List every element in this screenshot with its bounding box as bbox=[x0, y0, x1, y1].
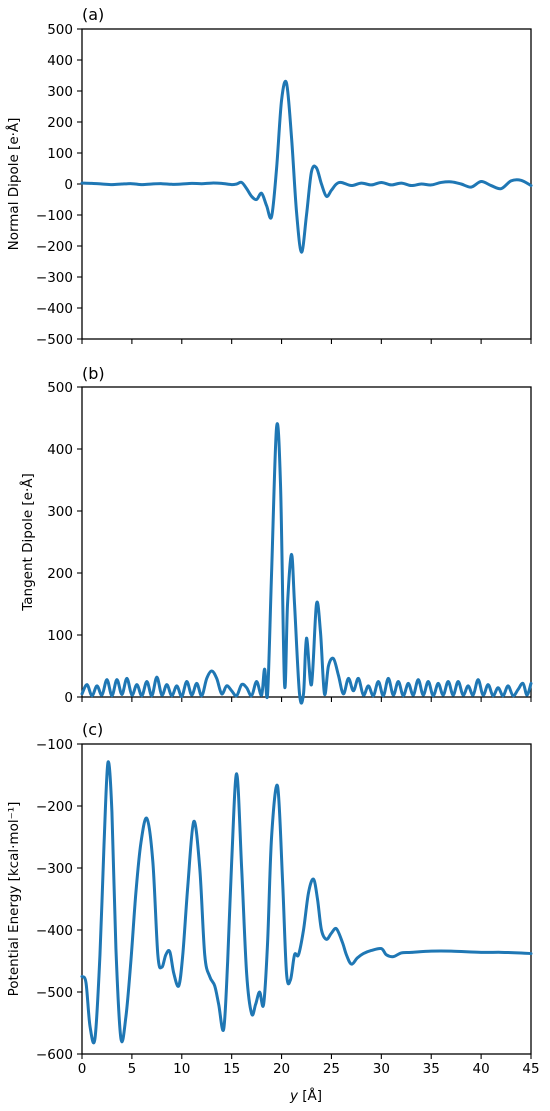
panel-a: (a) Normal Dipole [e·Å] −500 −400 −300 −200… bbox=[5, 5, 533, 348]
y-tick-label: 100 bbox=[47, 146, 73, 162]
y-tick-label: −500 bbox=[36, 332, 73, 348]
y-tick-label: 300 bbox=[47, 84, 73, 100]
x-tick-label: 35 bbox=[423, 1061, 440, 1077]
y-tick-label: −600 bbox=[36, 1047, 73, 1063]
x-tick-label: 45 bbox=[522, 1061, 539, 1077]
x-axis-title: y [Å] bbox=[289, 1087, 322, 1104]
y-tick-label: 0 bbox=[64, 177, 73, 193]
y-tick-label: −100 bbox=[36, 208, 73, 224]
tick-group-a: −500 −400 −300 −200 −100 0 100 200 300 400 500 bbox=[36, 22, 532, 348]
x-tick-label: 10 bbox=[173, 1061, 190, 1077]
y-tick-label: 200 bbox=[47, 115, 73, 131]
y-tick-label: −400 bbox=[36, 923, 73, 939]
y-tick-label: −500 bbox=[36, 985, 73, 1001]
y-axis-title-b: Tangent Dipole [e·Å] bbox=[19, 473, 36, 612]
x-tick-label: 40 bbox=[473, 1061, 490, 1077]
y-tick-label: −300 bbox=[36, 861, 73, 877]
x-tick-label: 0 bbox=[78, 1061, 87, 1077]
tick-group-c: 0 5 10 15 20 25 30 35 40 45 −600 −500 −400 −300 −200 −1… bbox=[36, 737, 540, 1077]
x-tick-label: 25 bbox=[323, 1061, 340, 1077]
x-tick-label: 20 bbox=[273, 1061, 290, 1077]
plot-frame-b bbox=[81, 386, 532, 698]
y-tick-label: 100 bbox=[47, 628, 73, 644]
y-tick-label: −400 bbox=[36, 301, 73, 317]
series-line-normal-dipole bbox=[80, 79, 533, 254]
panel-label-b: (b) bbox=[82, 364, 105, 383]
x-tick-label: 15 bbox=[223, 1061, 240, 1077]
y-axis-title-a: Normal Dipole [e·Å] bbox=[5, 118, 22, 251]
y-tick-label: 400 bbox=[47, 442, 73, 458]
y-tick-label: −200 bbox=[36, 799, 73, 815]
plot-frame-c bbox=[81, 743, 532, 1055]
x-tick-label: 30 bbox=[373, 1061, 390, 1077]
series-line-potential-energy bbox=[80, 760, 533, 1045]
series-line-tangent-dipole bbox=[80, 422, 533, 705]
x-tick-label: 5 bbox=[128, 1061, 137, 1077]
y-tick-label: 0 bbox=[64, 690, 73, 706]
y-axis-title-c: Potential Energy [kcal·mol⁻¹] bbox=[6, 802, 22, 997]
y-tick-label: 200 bbox=[47, 566, 73, 582]
y-tick-label: 500 bbox=[47, 22, 73, 38]
y-tick-label: 500 bbox=[47, 380, 73, 396]
y-tick-label: −300 bbox=[36, 270, 73, 286]
tick-group-b: 0 100 200 300 400 500 bbox=[47, 380, 532, 706]
panel-label-c: (c) bbox=[82, 720, 103, 739]
y-tick-label: 300 bbox=[47, 504, 73, 520]
panel-b: (b) Tangent Dipole [e·Å] 0 100 200 300 400 50… bbox=[19, 364, 533, 706]
panel-label-a: (a) bbox=[82, 5, 104, 24]
panel-c: (c) Potential Energy [kcal·mol⁻¹] 0 5 10 15… bbox=[6, 720, 540, 1104]
y-tick-label: 400 bbox=[47, 53, 73, 69]
y-tick-label: −100 bbox=[36, 737, 73, 753]
y-tick-label: −200 bbox=[36, 239, 73, 255]
